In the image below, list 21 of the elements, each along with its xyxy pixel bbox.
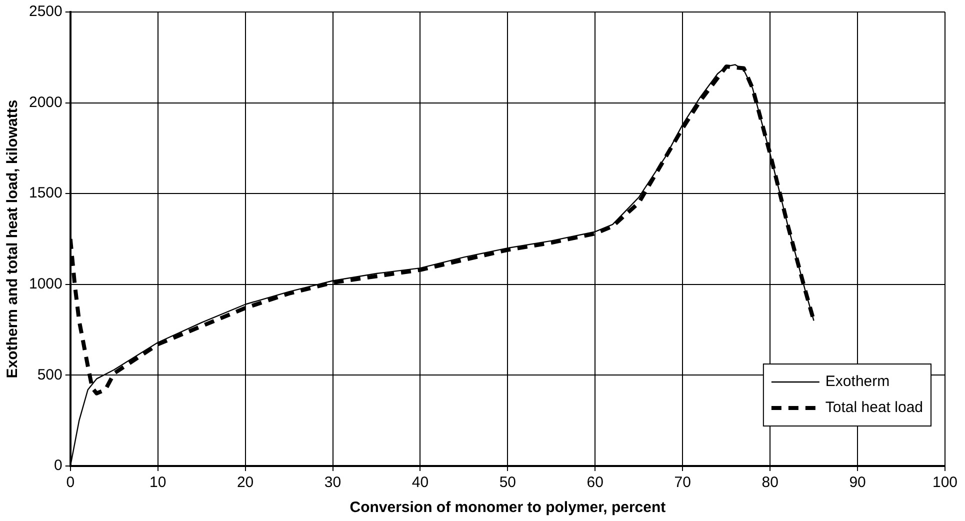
x-tick-label: 10 (149, 474, 166, 492)
y-tick-label: 2000 (28, 94, 62, 111)
x-tick-label: 90 (849, 474, 866, 492)
x-tick-label: 30 (324, 474, 342, 492)
x-tick-label: 100 (932, 474, 958, 492)
x-tick-label: 70 (674, 474, 691, 492)
x-tick-label: 60 (586, 474, 604, 492)
legend-label: Exotherm (825, 373, 890, 390)
y-tick-label: 0 (54, 457, 62, 474)
x-tick-label: 80 (762, 474, 778, 492)
x-tick-label: 0 (66, 474, 75, 492)
x-tick-label: 20 (236, 474, 254, 492)
x-tick-label: 40 (412, 474, 429, 492)
y-tick-label: 1500 (28, 184, 62, 202)
y-axis-title: Exotherm and total heat load, kilowatts (4, 100, 22, 378)
y-tick-label: 2500 (28, 3, 62, 20)
x-tick-label: 50 (499, 474, 516, 492)
legend-label: Total heat load (825, 399, 924, 416)
y-tick-label: 500 (37, 366, 62, 384)
x-axis-title: Conversion of monomer to polymer, percent (350, 499, 666, 516)
y-tick-label: 1000 (28, 276, 62, 293)
